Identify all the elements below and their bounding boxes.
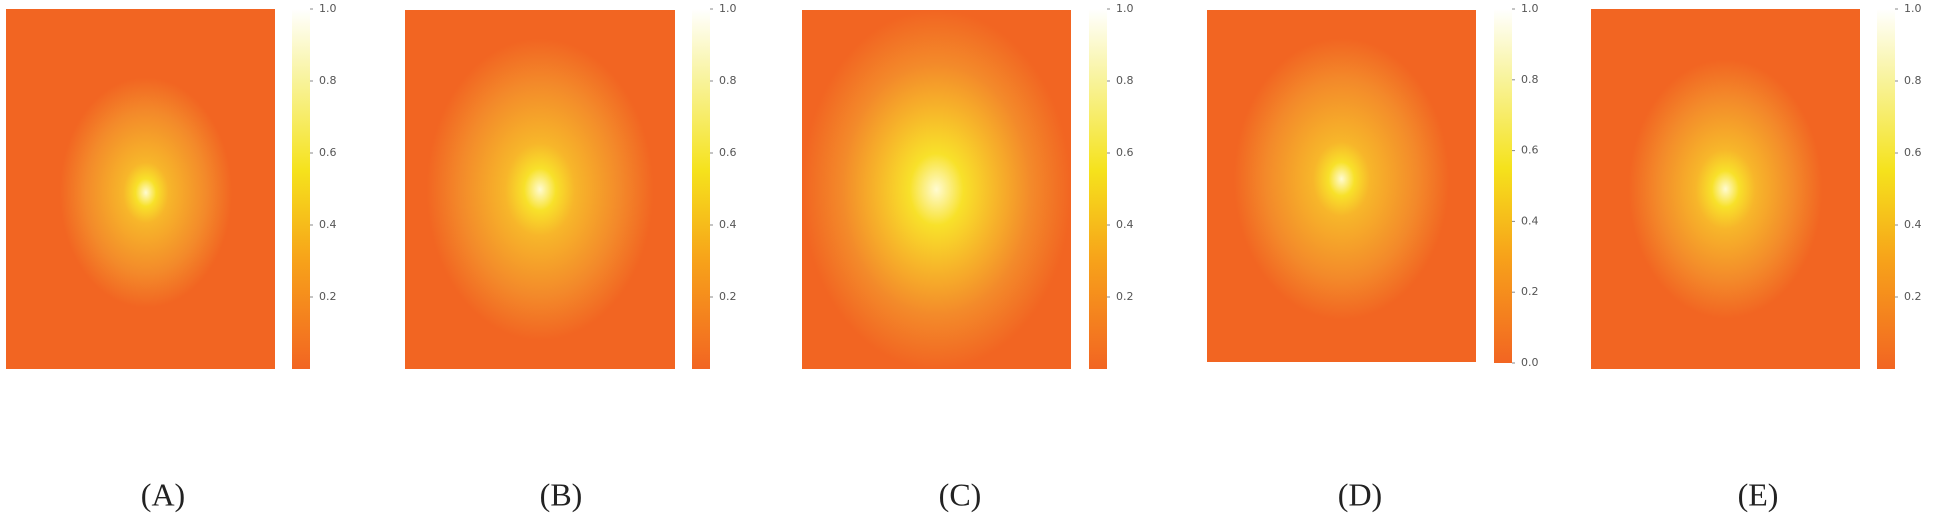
- colorbar-tick-label: 0.8: [1116, 74, 1134, 87]
- colorbar-tick-label: 1.0: [319, 2, 337, 15]
- heatmap: [1207, 10, 1476, 362]
- colorbar-tick-label: 0.6: [319, 146, 337, 159]
- colorbar-tick-label: 0.8: [319, 74, 337, 87]
- colorbar-tick-label: 0.0: [1521, 356, 1539, 369]
- colorbar-tick-label: 0.4: [1116, 218, 1134, 231]
- colorbar: [1089, 9, 1107, 369]
- heatmap: [1591, 9, 1860, 369]
- colorbar-tick-label: 0.8: [1521, 73, 1539, 86]
- colorbar-tick-label: 0.8: [719, 74, 737, 87]
- colorbar-tick-label: 0.6: [1521, 144, 1539, 157]
- colorbar-tick-label: 0.4: [1904, 218, 1922, 231]
- colorbar-tick-label: 1.0: [719, 2, 737, 15]
- colorbar-tick-label: 0.4: [719, 218, 737, 231]
- panel-label: (D): [1338, 476, 1382, 512]
- panel-label: (B): [540, 476, 583, 512]
- colorbar-tick-label: 0.2: [1116, 290, 1134, 303]
- colorbar-tick-label: 1.0: [1116, 2, 1134, 15]
- heatmap: [802, 10, 1071, 369]
- colorbar: [292, 9, 310, 369]
- panel-label: (E): [1738, 476, 1779, 512]
- colorbar: [1877, 9, 1895, 369]
- colorbar-tick-label: 0.2: [1521, 285, 1539, 298]
- panel-label: (C): [939, 476, 982, 512]
- colorbar-tick-label: 1.0: [1521, 2, 1539, 15]
- colorbar-tick-label: 0.6: [1904, 146, 1922, 159]
- colorbar: [692, 9, 710, 369]
- colorbar-tick-label: 0.4: [319, 218, 337, 231]
- panel-label: (A): [141, 476, 185, 512]
- colorbar-tick-label: 0.2: [319, 290, 337, 303]
- colorbar-tick-label: 0.2: [1904, 290, 1922, 303]
- heatmap: [6, 9, 275, 369]
- colorbar-tick-label: 1.0: [1904, 2, 1922, 15]
- colorbar-tick-label: 0.2: [719, 290, 737, 303]
- colorbar-tick-label: 0.8: [1904, 74, 1922, 87]
- colorbar-tick-label: 0.6: [1116, 146, 1134, 159]
- colorbar-tick-label: 0.6: [719, 146, 737, 159]
- colorbar-tick-label: 0.4: [1521, 214, 1539, 227]
- colorbar: [1494, 9, 1512, 363]
- heatmap: [405, 10, 675, 369]
